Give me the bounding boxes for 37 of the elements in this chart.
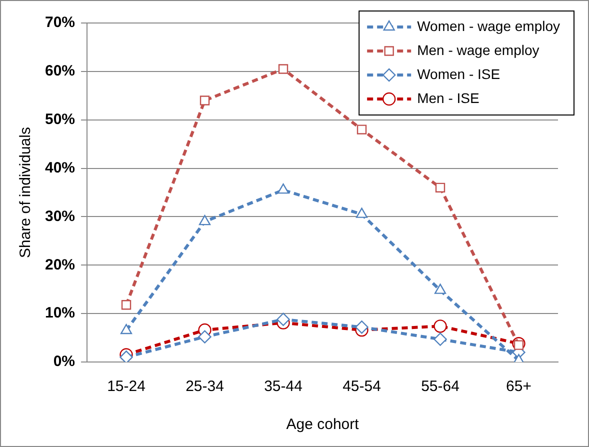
x-axis-title: Age cohort bbox=[286, 416, 360, 434]
x-tick-label: 35-44 bbox=[264, 378, 302, 396]
x-tick-label: 45-54 bbox=[342, 378, 381, 396]
x-tick-label: 15-24 bbox=[107, 378, 146, 396]
legend-label: Women - wage employ bbox=[417, 18, 560, 34]
point bbox=[120, 350, 133, 362]
y-tick-label: 0% bbox=[53, 353, 76, 370]
x-tick-label: 25-34 bbox=[186, 378, 224, 396]
point bbox=[434, 284, 446, 294]
point bbox=[434, 320, 447, 333]
y-axis-title: Share of individuals bbox=[17, 127, 34, 258]
point bbox=[514, 340, 524, 350]
point bbox=[435, 182, 446, 192]
point bbox=[276, 312, 290, 326]
point bbox=[277, 183, 290, 194]
y-tick-label: 10% bbox=[44, 304, 76, 322]
y-tick-label: 60% bbox=[44, 62, 76, 80]
point bbox=[198, 330, 212, 344]
y-tick-label: 30% bbox=[44, 208, 76, 225]
y-tick-label: 20% bbox=[44, 256, 76, 274]
x-tick-label: 65+ bbox=[506, 378, 532, 396]
point bbox=[356, 124, 367, 134]
point bbox=[120, 324, 132, 334]
point bbox=[356, 208, 368, 218]
x-tick-label: 55-64 bbox=[421, 378, 460, 396]
legend-label: Men - ISE bbox=[417, 90, 480, 106]
point bbox=[198, 214, 211, 226]
point bbox=[355, 320, 368, 334]
y-tick-label: 70% bbox=[44, 14, 76, 32]
point bbox=[121, 300, 132, 310]
point bbox=[278, 64, 288, 74]
point bbox=[200, 96, 210, 106]
y-tick-label: 50% bbox=[44, 111, 76, 128]
point bbox=[434, 332, 447, 346]
y-tick-label: 40% bbox=[44, 159, 76, 176]
legend-label: Women - ISE bbox=[417, 66, 500, 82]
legend-label: Men - wage employ bbox=[417, 42, 540, 58]
